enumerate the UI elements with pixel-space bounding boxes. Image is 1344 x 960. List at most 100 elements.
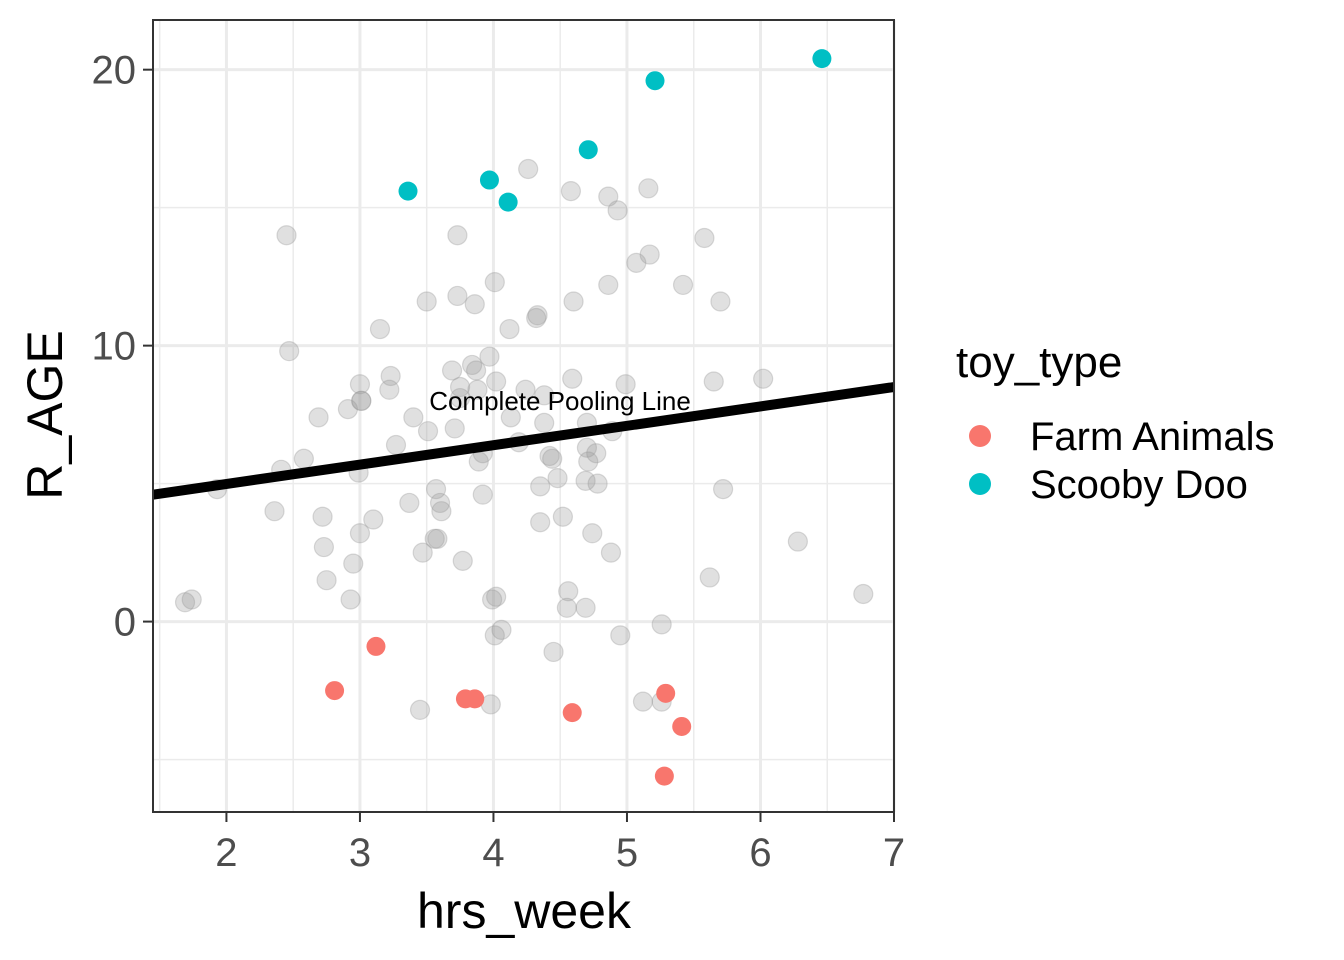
x-tick-label: 4 — [482, 831, 504, 875]
background-point — [441, 360, 463, 381]
background-point — [638, 178, 659, 199]
background-point — [699, 567, 720, 588]
background-point — [558, 581, 579, 602]
y-tick-label: 10 — [92, 325, 137, 369]
background-point — [534, 385, 555, 406]
background-point — [607, 200, 628, 221]
y-axis-label: R_AGE — [17, 330, 73, 500]
point-farm-animals — [465, 689, 485, 709]
background-point — [343, 553, 364, 574]
background-point — [610, 625, 631, 646]
background-point — [539, 445, 560, 467]
background-point — [466, 360, 487, 381]
complete-pooling-line — [152, 382, 895, 500]
background-point — [575, 597, 596, 618]
background-point — [484, 625, 505, 646]
background-point — [486, 371, 507, 392]
background-point — [562, 368, 583, 389]
point-scooby-doo — [398, 181, 418, 201]
background-point — [181, 589, 202, 610]
x-tick-label: 7 — [883, 831, 905, 875]
background-point — [530, 476, 551, 497]
background-point — [484, 272, 505, 293]
background-point — [651, 614, 672, 635]
background-point — [527, 305, 548, 326]
background-point — [403, 407, 424, 428]
background-point — [174, 592, 196, 613]
background-point — [632, 691, 654, 712]
background-point — [530, 512, 551, 533]
background-point — [500, 407, 521, 428]
x-axis: 2 3 4 5 6 7 — [215, 812, 905, 875]
background-point — [385, 434, 407, 456]
point-scooby-doo — [498, 192, 518, 212]
background-point — [444, 418, 465, 439]
background-point — [486, 586, 507, 607]
background-point — [598, 274, 619, 296]
background-point — [578, 451, 599, 472]
background-point — [452, 550, 473, 571]
background-point — [427, 528, 448, 549]
background-point — [713, 479, 734, 500]
background-points — [174, 158, 874, 720]
background-point — [472, 484, 493, 505]
background-point — [349, 523, 371, 544]
point-scooby-doo — [645, 71, 665, 91]
background-point — [753, 368, 774, 389]
x-axis-label: hrs_week — [417, 883, 632, 939]
background-point — [316, 570, 337, 591]
background-point — [556, 597, 577, 618]
background-point — [563, 291, 584, 312]
x-tick-label: 2 — [215, 831, 237, 875]
background-point — [587, 473, 608, 494]
background-point — [337, 399, 359, 420]
legend-label: Scooby Doo — [1030, 463, 1248, 507]
background-point — [853, 583, 874, 605]
background-point — [526, 307, 547, 329]
background-point — [586, 443, 607, 464]
background-point — [600, 542, 622, 563]
point-scooby-doo — [578, 140, 598, 160]
point-farm-animals — [656, 683, 676, 703]
background-point — [380, 365, 401, 387]
background-point — [552, 506, 573, 527]
legend-key — [969, 425, 991, 447]
background-point — [313, 536, 334, 558]
background-point — [672, 274, 694, 296]
background-point — [534, 412, 555, 433]
panel-border — [152, 19, 895, 813]
background-point — [340, 589, 361, 610]
background-point — [479, 346, 500, 367]
x-tick-label: 5 — [616, 831, 638, 875]
background-point — [412, 542, 433, 563]
background-point — [416, 291, 437, 312]
background-point — [312, 506, 333, 527]
grid-lines — [153, 20, 896, 812]
background-point — [349, 374, 371, 395]
background-point — [464, 294, 485, 315]
background-point — [425, 479, 447, 500]
y-axis: 0 10 20 — [92, 49, 153, 645]
background-point — [449, 376, 471, 398]
background-point — [703, 371, 724, 392]
x-tick-label: 3 — [349, 831, 371, 875]
x-tick-label: 6 — [749, 831, 771, 875]
background-point — [482, 589, 503, 610]
background-point — [626, 252, 647, 273]
legend-title: toy_type — [956, 338, 1122, 387]
legend-key — [969, 473, 991, 495]
background-point — [293, 448, 314, 469]
background-point — [308, 407, 329, 428]
background-point — [447, 285, 468, 307]
background-point — [710, 291, 731, 312]
background-point — [351, 390, 372, 411]
background-point — [694, 227, 715, 249]
background-point — [542, 448, 563, 469]
background-point — [424, 528, 445, 549]
point-farm-animals — [562, 703, 582, 723]
background-point — [467, 379, 488, 400]
background-point — [417, 421, 439, 442]
background-point — [547, 467, 568, 489]
